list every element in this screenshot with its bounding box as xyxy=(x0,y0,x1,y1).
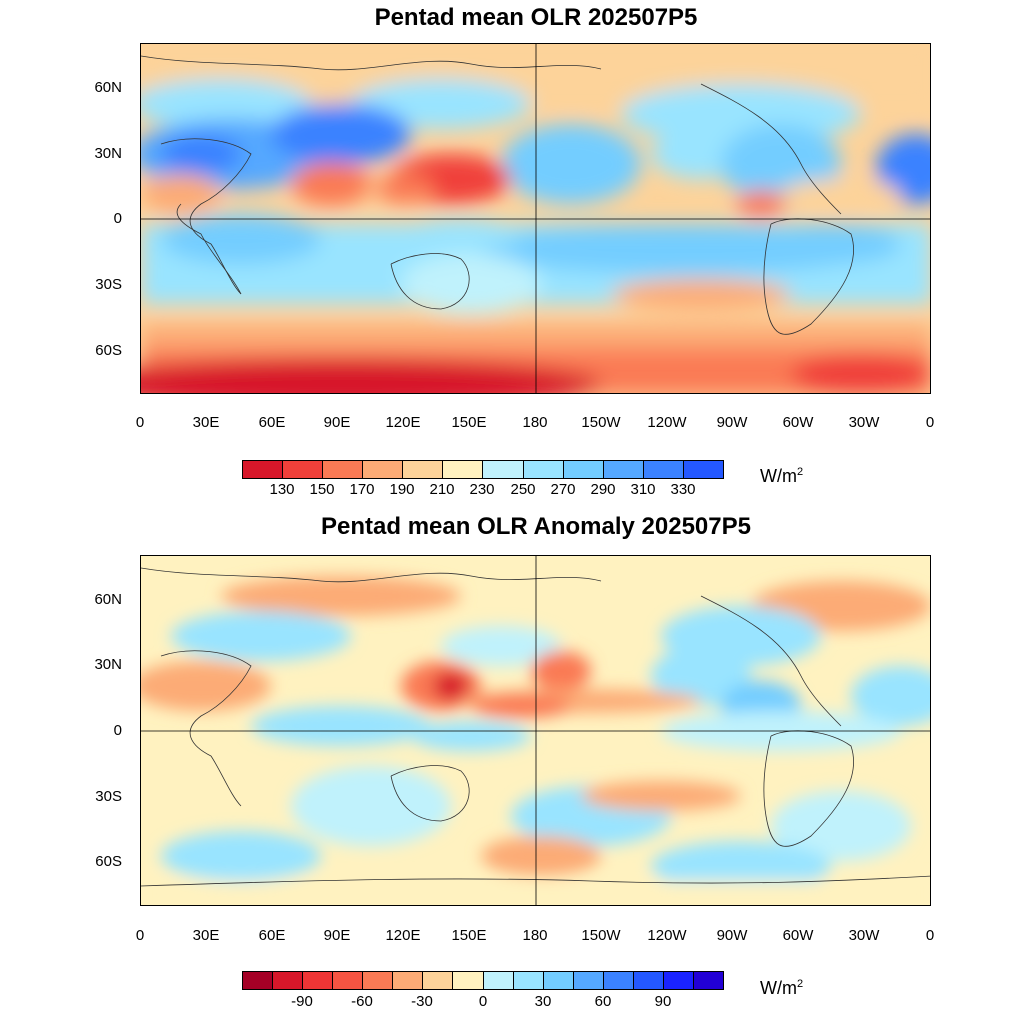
panel1-title: Pentad mean OLR 202507P5 xyxy=(374,4,698,31)
panel1-xtick-60e: 60E xyxy=(258,414,286,431)
panel1-colorbar-label: 130 xyxy=(269,481,295,498)
panel1-xtick-90w: 90W xyxy=(716,414,748,431)
colorbar-swatch xyxy=(303,972,334,989)
panel2-colorbar-label: -60 xyxy=(351,993,373,1010)
panel2-units: W/m2 xyxy=(760,978,804,998)
colorbar-swatch xyxy=(363,461,404,478)
colorbar-swatch xyxy=(693,972,723,989)
panel2-xtick-0-end: 0 xyxy=(925,927,935,944)
panel2-colorbar xyxy=(242,971,724,990)
panel1-colorbar-label: 310 xyxy=(630,481,656,498)
panel1-colorbar xyxy=(242,460,724,479)
panel1-xtick-120e: 120E xyxy=(385,414,421,431)
panel2-ytick-0: 0 xyxy=(113,722,122,739)
panel1-ytick-60n: 60N xyxy=(94,79,122,96)
panel2-xtick-150w: 150W xyxy=(581,927,621,944)
panel1-xtick-150e: 150E xyxy=(451,414,487,431)
panel2-xtick-60e: 60E xyxy=(258,927,286,944)
colorbar-swatch xyxy=(543,972,574,989)
colorbar-swatch xyxy=(273,972,304,989)
panel2-ytick-30n: 30N xyxy=(94,656,122,673)
panel1-colorbar-label: 190 xyxy=(389,481,415,498)
colorbar-swatch xyxy=(363,972,394,989)
panel1-map xyxy=(140,43,931,394)
panel1-colorbar-label: 170 xyxy=(349,481,375,498)
panel1-ytick-30s: 30S xyxy=(95,276,122,293)
colorbar-swatch xyxy=(423,972,454,989)
colorbar-swatch xyxy=(333,972,364,989)
panel1-colorbar-label: 210 xyxy=(429,481,455,498)
panel2-ytick-60n: 60N xyxy=(94,591,122,608)
panel2-colorbar-label: -30 xyxy=(411,993,433,1010)
panel1-units: W/m2 xyxy=(760,466,804,486)
panel2-xtick-120e: 120E xyxy=(385,927,421,944)
panel2-anomaly-field xyxy=(141,556,930,905)
panel1-xtick-0-end: 0 xyxy=(925,414,935,431)
panel1-colorbar-label: 230 xyxy=(469,481,495,498)
panel1-ytick-60s: 60S xyxy=(95,342,122,359)
panel1-xtick-90e: 90E xyxy=(323,414,351,431)
panel1-colorbar-label: 270 xyxy=(550,481,576,498)
colorbar-swatch xyxy=(483,461,524,478)
colorbar-swatch xyxy=(243,461,284,478)
colorbar-swatch xyxy=(443,461,484,478)
panel2-xtick-120w: 120W xyxy=(647,927,687,944)
panel1-xtick-150w: 150W xyxy=(581,414,621,431)
panel2-xtick-60w: 60W xyxy=(782,927,814,944)
panel1-olr-field xyxy=(141,44,930,393)
colorbar-swatch xyxy=(643,461,684,478)
colorbar-swatch xyxy=(323,461,364,478)
colorbar-swatch xyxy=(393,972,424,989)
panel2-title: Pentad mean OLR Anomaly 202507P5 xyxy=(321,513,751,540)
colorbar-swatch xyxy=(513,972,544,989)
panel1-xtick-180: 180 xyxy=(522,414,548,431)
panel2-xtick-180: 180 xyxy=(522,927,548,944)
panel1-ytick-30n: 30N xyxy=(94,145,122,162)
panel1-xtick-30w: 30W xyxy=(848,414,880,431)
panel1-xtick-60w: 60W xyxy=(782,414,814,431)
colorbar-swatch xyxy=(663,972,694,989)
colorbar-swatch xyxy=(603,972,634,989)
panel2-colorbar-label: 0 xyxy=(478,993,488,1010)
panel2-colorbar-label: 90 xyxy=(654,993,672,1010)
panel1-colorbar-label: 250 xyxy=(510,481,536,498)
panel1-xtick-0: 0 xyxy=(135,414,145,431)
panel1-colorbar-label: 330 xyxy=(670,481,696,498)
panel2-xtick-90w: 90W xyxy=(716,927,748,944)
panel2-xtick-90e: 90E xyxy=(323,927,351,944)
colorbar-swatch xyxy=(283,461,324,478)
panel2-map xyxy=(140,555,931,906)
colorbar-swatch xyxy=(573,972,604,989)
panel2-ytick-60s: 60S xyxy=(95,853,122,870)
colorbar-swatch xyxy=(483,972,514,989)
panel2-xtick-30e: 30E xyxy=(192,927,220,944)
colorbar-swatch xyxy=(453,972,484,989)
panel2-xtick-0: 0 xyxy=(135,927,145,944)
colorbar-swatch xyxy=(243,972,274,989)
colorbar-swatch xyxy=(683,461,723,478)
colorbar-swatch xyxy=(403,461,444,478)
panel1-xtick-120w: 120W xyxy=(647,414,687,431)
panel2-colorbar-label: -90 xyxy=(291,993,313,1010)
panel1-colorbar-label: 290 xyxy=(590,481,616,498)
panel1-ytick-0: 0 xyxy=(113,210,122,227)
panel2-colorbar-label: 30 xyxy=(534,993,552,1010)
colorbar-swatch xyxy=(603,461,644,478)
panel2-xtick-30w: 30W xyxy=(848,927,880,944)
panel2-colorbar-label: 60 xyxy=(594,993,612,1010)
panel1-colorbar-label: 150 xyxy=(309,481,335,498)
panel2-xtick-150e: 150E xyxy=(451,927,487,944)
colorbar-swatch xyxy=(523,461,564,478)
panel1-xtick-30e: 30E xyxy=(192,414,220,431)
colorbar-swatch xyxy=(633,972,664,989)
colorbar-swatch xyxy=(563,461,604,478)
panel2-ytick-30s: 30S xyxy=(95,788,122,805)
